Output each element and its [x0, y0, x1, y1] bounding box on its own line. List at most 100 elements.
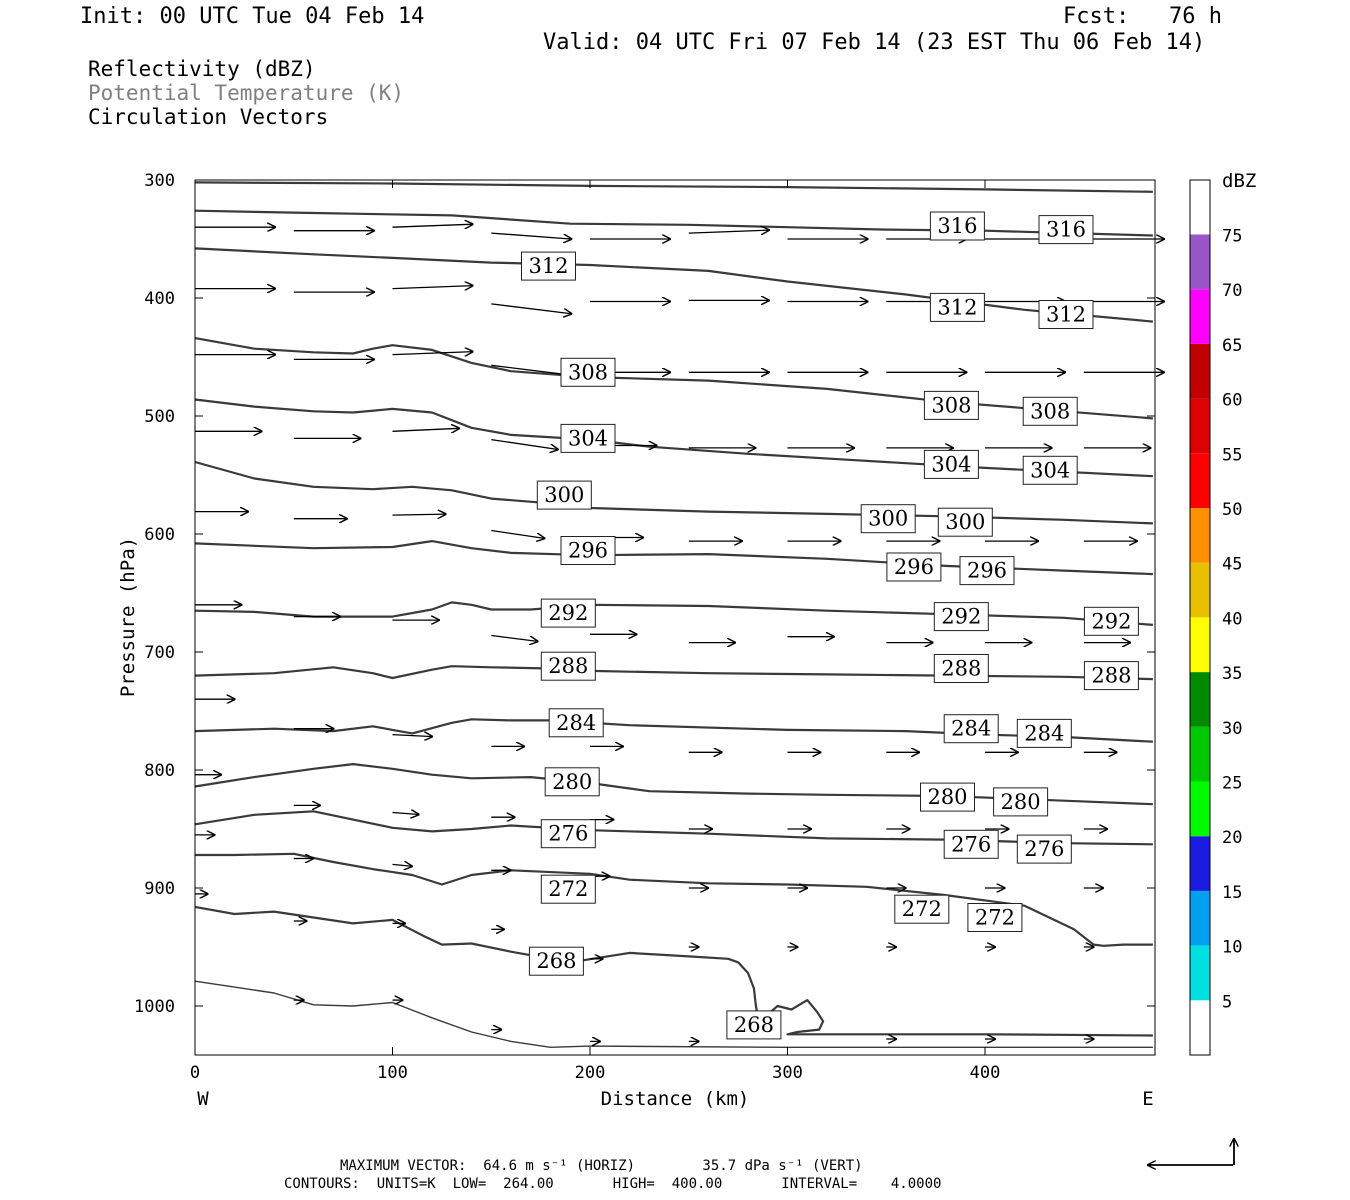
colorbar-swatch-40: [1190, 562, 1210, 618]
theta-contour-264-14: [194, 980, 1153, 1048]
contour-label-292: 292: [933, 602, 989, 632]
colorbar-label-10: 10: [1222, 938, 1242, 958]
colorbar-swatch-25: [1190, 726, 1210, 782]
reference-vector-icon: [1147, 1138, 1234, 1165]
contour-label-272: 272: [540, 874, 596, 904]
contour-label-280: 280: [544, 767, 600, 797]
colorbar-label-20: 20: [1222, 828, 1242, 848]
circulation-vector: [491, 438, 559, 450]
svg-text:312: 312: [528, 254, 568, 278]
svg-text:280: 280: [552, 770, 592, 794]
theta-contour-312-2: [194, 247, 1154, 323]
svg-text:292: 292: [1091, 609, 1131, 633]
contour-label-316: 316: [1038, 215, 1094, 245]
colorbar-label-35: 35: [1222, 664, 1242, 684]
max-vector-note: MAXIMUM VECTOR: 64.6 m s⁻¹ (HORIZ) 35.7 …: [340, 1158, 863, 1174]
circulation-vector: [392, 864, 413, 866]
contour-label-296: 296: [560, 536, 616, 565]
colorbar-unit: dBZ: [1222, 170, 1256, 192]
contour-label-316: 316: [929, 211, 985, 241]
contour-label-308: 308: [923, 390, 979, 420]
svg-text:296: 296: [894, 555, 934, 579]
svg-text:292: 292: [941, 605, 981, 629]
colorbar-label-25: 25: [1222, 774, 1242, 794]
svg-text:300: 300: [945, 510, 985, 534]
svg-text:304: 304: [931, 452, 971, 476]
colorbar-swatch-60: [1190, 343, 1210, 399]
svg-text:276: 276: [1024, 837, 1064, 861]
theta-contour-292-7: [194, 601, 1153, 626]
svg-text:308: 308: [568, 360, 608, 384]
svg-text:276: 276: [548, 822, 588, 846]
svg-text:288: 288: [1091, 664, 1131, 688]
svg-text:276: 276: [951, 832, 991, 856]
colorbar-swatch-5: [1190, 945, 1210, 1001]
svg-text:300: 300: [868, 507, 908, 531]
colorbar-swatch-65: [1190, 289, 1210, 344]
contour-label-312: 312: [929, 292, 985, 322]
contour-label-272: 272: [894, 894, 950, 924]
x-axis-west-label: W: [197, 1088, 209, 1110]
svg-text:288: 288: [548, 654, 588, 678]
colorbar-label-65: 65: [1222, 336, 1242, 356]
circulation-vector: [491, 364, 572, 375]
theta-contour-272-12: [195, 852, 1153, 947]
svg-text:296: 296: [967, 559, 1007, 583]
init-time: Init: 00 UTC Tue 04 Feb 14: [80, 4, 425, 29]
colorbar-swatch-75: [1190, 179, 1210, 235]
svg-text:284: 284: [1024, 721, 1064, 745]
svg-text:296: 296: [568, 539, 608, 563]
theta-contour-284-9: [194, 718, 1153, 743]
svg-text:312: 312: [937, 295, 977, 319]
colorbar-swatch-55: [1190, 398, 1210, 454]
contour-label-308: 308: [1022, 396, 1078, 426]
colorbar-frame: [1189, 179, 1211, 1056]
colorbar-label-75: 75: [1222, 227, 1242, 247]
contour-label-300: 300: [937, 507, 993, 537]
y-tick-label: 900: [144, 879, 175, 899]
contour-label-292: 292: [540, 598, 596, 628]
contour-label-304: 304: [923, 449, 979, 479]
colorbar-label-70: 70: [1222, 281, 1242, 301]
contour-label-304: 304: [1022, 455, 1078, 485]
contour-info-note: CONTOURS: UNITS=K LOW= 264.00 HIGH= 400.…: [284, 1176, 942, 1192]
svg-text:308: 308: [931, 393, 971, 417]
contour-label-284: 284: [1016, 718, 1072, 748]
svg-text:280: 280: [1001, 790, 1041, 814]
svg-text:284: 284: [951, 717, 991, 741]
theta-contour-304-4: [194, 398, 1153, 478]
circulation-vector: [392, 352, 474, 355]
x-tick-label: 100: [377, 1063, 408, 1083]
svg-text:316: 316: [937, 214, 977, 238]
contour-label-268: 268: [726, 1010, 782, 1040]
colorbar-label-55: 55: [1222, 445, 1242, 465]
theta-contour-276-11: [194, 810, 1153, 846]
svg-text:268: 268: [734, 1013, 774, 1037]
theta-contour-268-13: [194, 905, 1153, 1037]
y-axis-label: Pressure (hPa): [117, 537, 139, 697]
y-tick-label: 600: [144, 525, 175, 545]
contour-label-308: 308: [560, 357, 616, 387]
svg-text:308: 308: [1030, 399, 1070, 423]
x-tick-label: 400: [970, 1063, 1001, 1083]
circulation-vector: [491, 634, 538, 642]
svg-text:304: 304: [568, 426, 608, 450]
contour-label-304: 304: [560, 423, 616, 453]
contour-label-300: 300: [860, 504, 916, 534]
circulation-vector: [392, 813, 420, 815]
svg-text:300: 300: [544, 483, 584, 507]
contour-label-276: 276: [540, 819, 596, 849]
svg-text:312: 312: [1046, 303, 1086, 327]
circulation-vector: [491, 303, 572, 314]
legend-circulation-vectors: Circulation Vectors: [88, 105, 329, 129]
contour-label-284: 284: [943, 714, 999, 744]
contour-label-296: 296: [886, 552, 942, 582]
reflectivity-colorbar: 5 10 15 20 25 30 35 40 45 50 55 60 65 70 75: [1189, 179, 1242, 1056]
contour-label-292: 292: [1083, 606, 1139, 636]
contour-label-288: 288: [933, 654, 989, 683]
contour-label-272: 272: [967, 903, 1023, 932]
theta-contour-288-8: [194, 665, 1153, 681]
axis-ticks: 300 400 500 600 700 800 900 1000 0 100 200 300 400: [134, 171, 1155, 1083]
colorbar-label-50: 50: [1222, 500, 1242, 520]
